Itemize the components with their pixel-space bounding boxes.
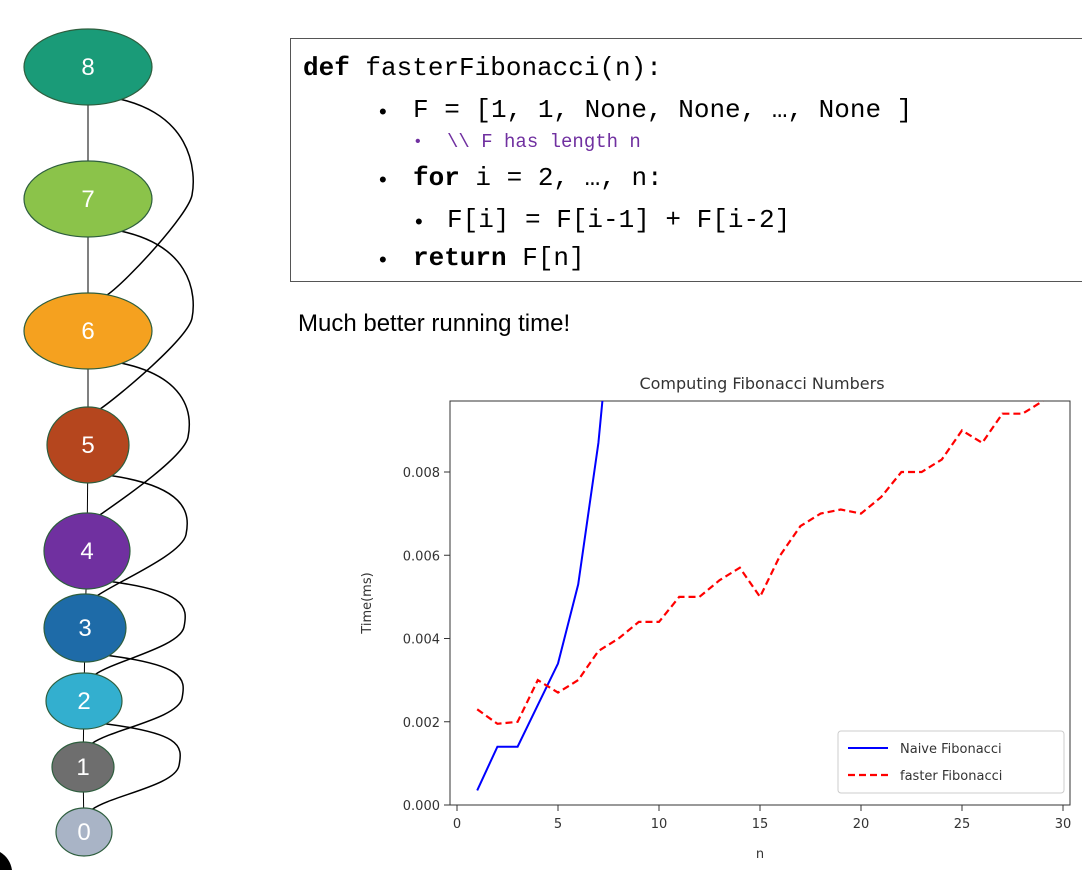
legend-box bbox=[837, 730, 1065, 794]
fibonacci-dag: 8 7 6 5 4 3 2 1 0 bbox=[0, 28, 194, 870]
keyword-return: return bbox=[413, 243, 507, 273]
dag-node-1 bbox=[51, 741, 115, 793]
x-tick-label: 20 bbox=[853, 817, 870, 832]
bullet: • bbox=[379, 247, 387, 272]
dag-node-2 bbox=[45, 672, 123, 730]
dag-node-label: 1 bbox=[76, 754, 89, 781]
dag-skip-edge bbox=[91, 652, 184, 744]
code-block: def fasterFibonacci(n): • F = [1, 1, Non… bbox=[290, 38, 1082, 282]
dag-node-3 bbox=[43, 593, 127, 663]
y-tick-label: 0.002 bbox=[403, 716, 440, 731]
dag-nodes: 8 7 6 5 4 3 2 1 0 bbox=[23, 28, 153, 857]
code-line-init: F = [1, 1, None, None, …, None ] bbox=[413, 95, 913, 125]
function-signature: fasterFibonacci(n): bbox=[349, 53, 662, 83]
bullet: • bbox=[379, 99, 387, 124]
dag-node-label: 8 bbox=[81, 54, 94, 81]
dag-node-0 bbox=[55, 807, 113, 857]
y-tick-label: 0.000 bbox=[403, 799, 440, 814]
legend-label-faster: faster Fibonacci bbox=[900, 769, 1002, 784]
dag-node-label: 5 bbox=[81, 432, 94, 459]
keyword-def: def bbox=[303, 53, 350, 83]
dag-node-6 bbox=[23, 292, 153, 370]
x-axis-label: n bbox=[756, 847, 764, 862]
code-line-update: F[i] = F[i-1] + F[i-2] bbox=[447, 205, 791, 235]
bullet: • bbox=[379, 167, 387, 192]
dag-node-8 bbox=[23, 28, 153, 106]
dag-skip-edge bbox=[97, 226, 194, 410]
legend-label-naive: Naive Fibonacci bbox=[900, 742, 1002, 757]
dag-skip-edge bbox=[93, 578, 186, 676]
x-tick-label: 25 bbox=[954, 817, 971, 832]
return-value: F[n] bbox=[506, 243, 585, 273]
y-tick-label: 0.004 bbox=[403, 633, 440, 648]
timing-chart: Computing Fibonacci Numbers 0.0000.0020.… bbox=[360, 374, 1071, 862]
dag-node-label: 0 bbox=[77, 819, 90, 846]
code-line-return: return F[n] bbox=[413, 243, 585, 273]
legend: Naive Fibonacci faster Fibonacci bbox=[837, 730, 1065, 794]
faster-fibonacci-line bbox=[476, 400, 1044, 725]
dag-node-label: 4 bbox=[80, 538, 93, 565]
x-tick-label: 5 bbox=[554, 817, 562, 832]
series-lines bbox=[476, 400, 1044, 791]
dag-skip-edge bbox=[97, 358, 190, 516]
y-tick-label: 0.006 bbox=[403, 549, 440, 564]
dag-node-label: 7 bbox=[81, 186, 94, 213]
dag-skip-edge bbox=[97, 94, 194, 296]
dag-skip-edge bbox=[89, 721, 182, 810]
y-axis-label: Time(ms) bbox=[360, 572, 375, 634]
code-line-def: def fasterFibonacci(n): bbox=[303, 53, 662, 83]
keyword-for: for bbox=[413, 163, 460, 193]
x-tick-label: 30 bbox=[1055, 817, 1072, 832]
corner-mark bbox=[0, 852, 12, 870]
bullet: • bbox=[415, 209, 423, 234]
code-comment: \\ F has length n bbox=[447, 131, 641, 153]
dag-node-4 bbox=[43, 512, 131, 590]
y-axis: 0.000 0.002 0.004 0.006 0.008 bbox=[403, 466, 450, 814]
dag-node-label: 2 bbox=[77, 688, 90, 715]
x-axis: 0 5 10 15 20 25 30 bbox=[453, 805, 1071, 832]
bullet: • bbox=[415, 133, 421, 150]
dag-skip-edge bbox=[94, 472, 188, 597]
dag-node-label: 6 bbox=[81, 318, 94, 345]
chart-title: Computing Fibonacci Numbers bbox=[639, 374, 884, 393]
caption: Much better running time! bbox=[298, 310, 571, 337]
code-line-for: for i = 2, …, n: bbox=[413, 163, 663, 193]
x-tick-label: 0 bbox=[453, 817, 461, 832]
dag-node-label: 3 bbox=[78, 615, 91, 642]
naive-fibonacci-line bbox=[476, 400, 604, 791]
for-range: i = 2, …, n: bbox=[459, 163, 663, 193]
x-tick-label: 15 bbox=[752, 817, 769, 832]
x-tick-label: 10 bbox=[651, 817, 668, 832]
y-tick-label: 0.008 bbox=[403, 466, 440, 481]
dag-node-5 bbox=[46, 406, 130, 484]
dag-node-7 bbox=[23, 160, 153, 238]
